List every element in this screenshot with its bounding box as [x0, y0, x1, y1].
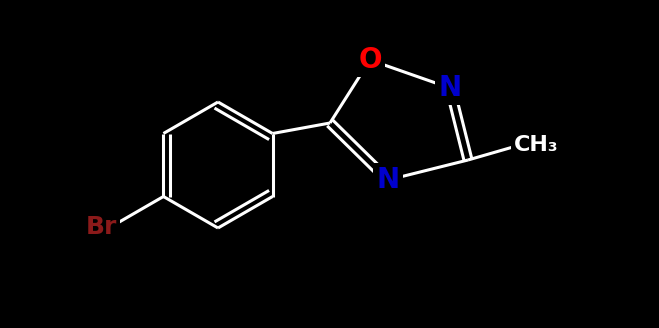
- Text: CH₃: CH₃: [513, 135, 558, 155]
- Text: O: O: [358, 46, 382, 74]
- Text: Br: Br: [86, 215, 117, 238]
- Text: N: N: [376, 166, 399, 194]
- Text: N: N: [438, 74, 461, 102]
